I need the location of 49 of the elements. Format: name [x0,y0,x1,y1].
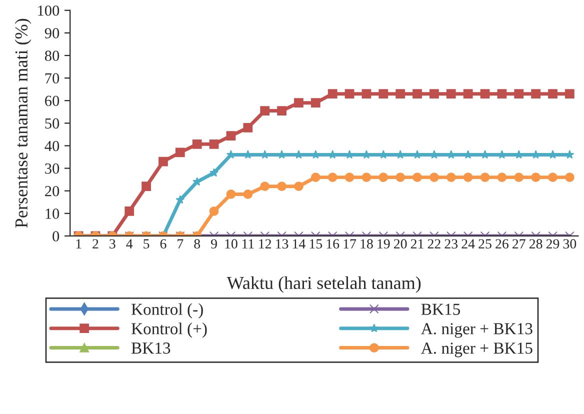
y-tick-label: 40 [44,140,60,152]
x-tick-label: 23 [444,239,458,249]
x-tick-label: 6 [160,239,166,249]
x-tick-label: 14 [292,239,306,248]
legend-label: Kontrol (+) [131,322,207,338]
x-tick-label: 24 [462,239,475,248]
x-tick-label: 18 [360,239,373,249]
x-tick-label: 28 [529,239,542,249]
y-tick-label: 0 [52,231,60,242]
x-tick-label: 26 [496,239,508,249]
legend-label: Kontrol (-) [131,303,203,318]
x-axis-title: Waktu (hari setelah tanam) [226,276,421,293]
y-tick-label: 20 [45,186,60,196]
y-tick-label: 100 [38,5,60,16]
x-tick-label: 8 [194,239,200,249]
x-tick-label: 16 [326,239,340,249]
x-tick-label: 15 [310,239,322,249]
y-axis-title: Persentase tanaman mati (%) [14,18,32,228]
x-tick-label: 12 [259,239,272,248]
x-tick-label: 25 [478,239,492,249]
x-tick-label: 29 [546,239,560,249]
x-tick-label: 21 [410,239,424,248]
y-tick-label: 10 [46,208,60,219]
x-tick-label: 30 [563,239,576,249]
y-tick-label: 50 [45,118,60,129]
legend-label: BK13 [131,342,170,354]
x-tick-label: 13 [276,239,288,249]
legend-label: A. niger + BK13 [421,323,532,338]
legend-label: BK15 [421,304,460,315]
x-tick-label: 11 [242,239,254,248]
x-tick-label: 17 [344,239,356,248]
x-tick-label: 2 [92,239,98,248]
x-tick-label: 9 [211,239,217,249]
x-tick-label: 19 [378,239,390,249]
y-tick-label: 70 [45,73,60,84]
x-tick-label: 22 [428,239,440,248]
y-tick-label: 30 [45,163,60,174]
y-tick-label: 60 [45,96,60,106]
x-tick-label: 1 [76,239,82,248]
legend-label: A. niger + BK15 [421,342,532,358]
x-tick-label: 3 [110,239,116,249]
x-tick-label: 4 [126,239,133,248]
x-tick-label: 7 [178,239,184,248]
x-tick-label: 27 [512,239,526,248]
y-tick-label: 80 [44,50,60,61]
x-tick-label: 20 [394,239,407,249]
x-tick-label: 5 [144,239,150,249]
y-tick-label: 90 [44,28,60,38]
x-tick-label: 10 [225,239,238,249]
